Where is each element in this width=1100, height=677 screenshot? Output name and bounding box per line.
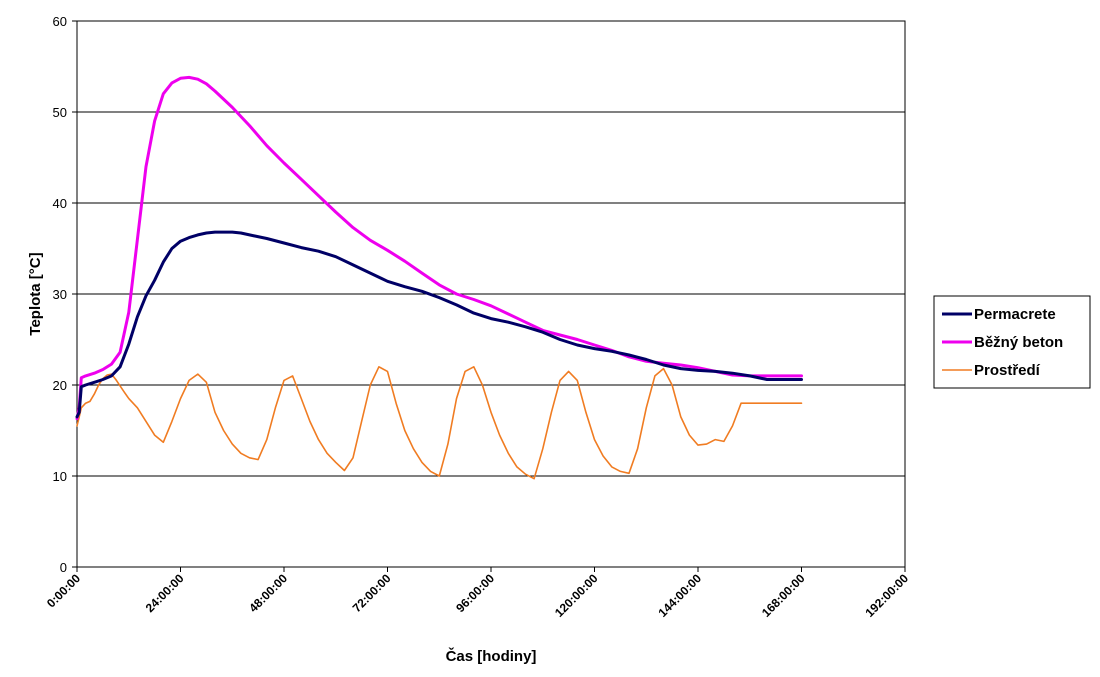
y-axis-title: Teplota [°C] <box>27 252 44 335</box>
series-line-prostredi <box>76 365 803 480</box>
series-line-permacrete <box>75 230 803 419</box>
y-tick-label-60: 60 <box>53 14 67 29</box>
gridlines <box>77 111 905 477</box>
x-axis-title: Čas [hodiny] <box>446 647 537 665</box>
y-axis-ticks: 0 10 20 30 40 50 60 <box>53 14 77 575</box>
y-tick-label-40: 40 <box>53 196 67 211</box>
y-tick-label-30: 30 <box>53 287 67 302</box>
y-tick-label-0: 0 <box>60 560 67 575</box>
legend-label-bezny-beton: Běžný beton <box>974 334 1063 351</box>
y-tick-label-50: 50 <box>53 105 67 120</box>
series-layer <box>75 75 803 480</box>
legend-label-permacrete: Permacrete <box>974 306 1056 323</box>
legend: Permacrete Běžný beton Prostředí <box>933 295 1091 389</box>
y-tick-label-20: 20 <box>53 378 67 393</box>
y-tick-label-10: 10 <box>53 469 67 484</box>
legend-label-prostredi: Prostředí <box>974 362 1041 379</box>
